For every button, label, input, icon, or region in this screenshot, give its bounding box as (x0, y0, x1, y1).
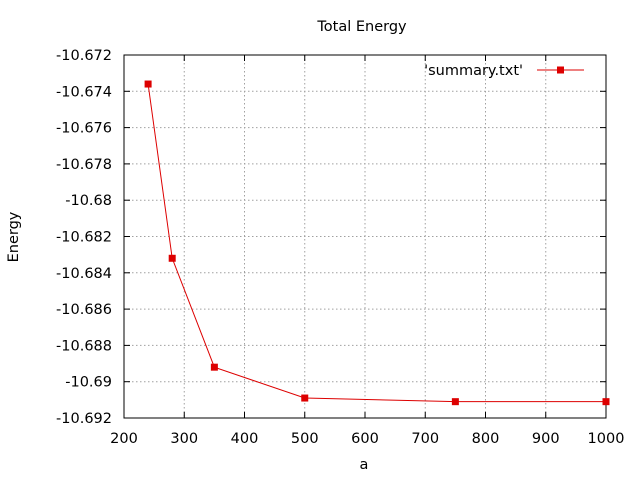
x-tick-label: 1000 (588, 431, 625, 447)
data-point (144, 80, 152, 88)
y-tick-label: -10.678 (56, 157, 112, 173)
y-tick-label: -10.676 (56, 121, 112, 137)
y-tick-label: -10.686 (56, 302, 112, 318)
y-axis-label: Energy (6, 211, 22, 262)
data-point (451, 398, 459, 406)
x-tick-label: 800 (472, 431, 500, 447)
x-tick-label: 500 (291, 431, 319, 447)
y-tick-label: -10.672 (56, 48, 112, 64)
series-line (147, 83, 606, 403)
y-tick-label: -10.684 (56, 266, 112, 282)
grid (124, 55, 606, 418)
x-tick-label: 300 (170, 431, 198, 447)
axis-ticks (123, 54, 607, 419)
data-point (210, 363, 218, 371)
y-axis-tick-labels: -10.672 -10.674 -10.676 -10.678 -10.68 -10.68… (56, 48, 112, 427)
x-tick-label: 600 (351, 431, 379, 447)
x-tick-label: 400 (231, 431, 259, 447)
y-tick-label: -10.682 (56, 230, 112, 246)
x-tick-label: 200 (110, 431, 138, 447)
data-point (168, 254, 176, 262)
x-axis-label: a (360, 457, 369, 473)
data-point (301, 394, 309, 402)
legend-label: 'summary.txt' (424, 63, 523, 79)
legend: 'summary.txt' (424, 63, 584, 79)
y-tick-label: -10.692 (56, 411, 112, 427)
y-tick-label: -10.674 (56, 84, 112, 100)
x-tick-label: 900 (532, 431, 560, 447)
chart-title: Total Energy (316, 19, 407, 35)
legend-marker (557, 66, 564, 74)
x-axis-tick-labels: 200 300 400 500 600 700 800 900 1000 (110, 431, 624, 447)
series-group (144, 80, 610, 406)
y-tick-label: -10.69 (65, 375, 112, 391)
y-tick-label: -10.68 (65, 193, 112, 209)
x-tick-label: 700 (411, 431, 439, 447)
y-tick-label: -10.688 (56, 338, 112, 354)
data-point (602, 398, 610, 406)
